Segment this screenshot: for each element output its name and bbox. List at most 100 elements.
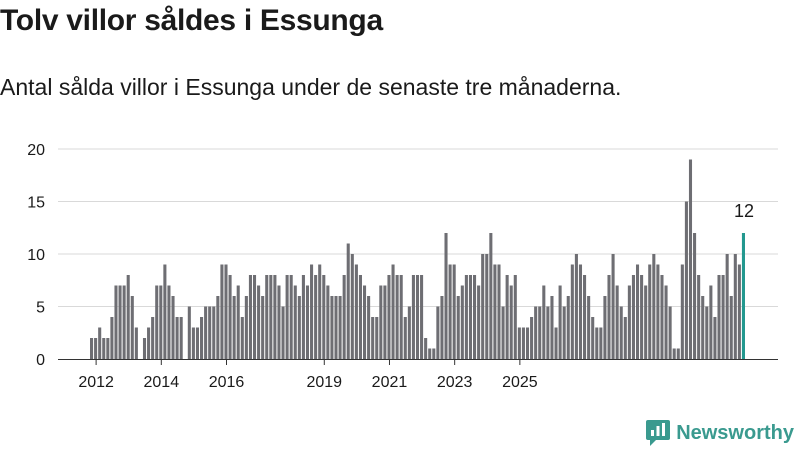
bar	[159, 285, 163, 359]
bar	[619, 306, 623, 359]
y-tick-label: 15	[27, 195, 45, 212]
bar	[599, 327, 603, 359]
bar	[420, 275, 424, 359]
bar	[688, 159, 693, 359]
y-tick-label: 10	[27, 247, 45, 264]
bar	[631, 275, 635, 359]
bar	[342, 275, 346, 359]
bar	[721, 275, 725, 359]
bar	[411, 275, 415, 359]
bar	[232, 296, 236, 359]
bar	[395, 275, 399, 359]
x-tick-label: 2021	[372, 374, 408, 391]
bar	[187, 306, 191, 359]
bar	[562, 306, 566, 359]
bar	[558, 285, 562, 359]
x-tick-label: 2019	[306, 374, 342, 391]
bar	[428, 348, 432, 359]
bar	[216, 296, 220, 359]
bar	[676, 348, 680, 359]
bar	[114, 285, 118, 359]
bar	[684, 201, 688, 359]
bar	[122, 285, 126, 359]
bar	[318, 264, 322, 359]
bar	[717, 275, 721, 359]
bar	[220, 264, 224, 359]
bar	[456, 296, 460, 359]
bar	[460, 285, 464, 359]
bar	[94, 338, 98, 359]
bar	[167, 285, 171, 359]
bar	[485, 254, 489, 359]
bar	[554, 327, 558, 359]
bar	[570, 264, 574, 359]
bar	[452, 264, 456, 359]
bar	[387, 275, 391, 359]
bar	[102, 338, 106, 359]
bar	[208, 306, 212, 359]
x-axis: 2012 2014 2016 2019 2021 2023 2025	[58, 359, 778, 391]
bar	[713, 317, 717, 359]
bar	[578, 264, 583, 359]
bar	[448, 264, 452, 359]
bar	[252, 275, 257, 359]
bar	[595, 327, 599, 359]
bar	[542, 285, 546, 359]
y-axis-ticks: 0 5 10 15 20	[27, 142, 45, 369]
x-tick-label: 2014	[144, 374, 180, 391]
bar	[509, 285, 513, 359]
x-tick-label: 2016	[209, 374, 245, 391]
bar	[566, 296, 570, 359]
bar	[204, 306, 208, 359]
bar	[591, 317, 595, 359]
bar	[489, 233, 493, 359]
bar	[432, 348, 436, 359]
bar	[464, 275, 468, 359]
bar	[191, 327, 195, 359]
bar	[175, 317, 179, 359]
chart-subtitle: Antal sålda villor i Essunga under de se…	[0, 74, 622, 100]
bar	[574, 254, 578, 359]
bar	[436, 306, 440, 359]
chart-title: Tolv villor såldes i Essunga	[0, 4, 383, 37]
bar	[403, 317, 407, 359]
bar	[493, 264, 497, 359]
bar-highlight	[741, 233, 745, 359]
bar	[310, 264, 314, 359]
bar	[521, 327, 525, 359]
bar	[90, 338, 94, 359]
bar	[607, 275, 611, 359]
bar	[195, 327, 200, 359]
newsworthy-logo-icon	[646, 420, 671, 446]
bar	[179, 317, 183, 359]
bar	[672, 348, 676, 359]
bar	[701, 296, 705, 359]
bar	[525, 327, 530, 359]
bar	[644, 285, 648, 359]
bar	[293, 285, 297, 359]
bar	[118, 285, 122, 359]
bar	[362, 285, 367, 359]
bar	[248, 275, 252, 359]
bar	[415, 275, 420, 359]
bar	[603, 296, 607, 359]
bar	[546, 306, 550, 359]
bar	[505, 275, 509, 359]
bar	[693, 233, 697, 359]
bar	[110, 317, 114, 359]
bar	[371, 317, 375, 359]
bar	[334, 296, 338, 359]
bar	[289, 275, 293, 359]
bar	[733, 254, 737, 359]
bar	[391, 264, 395, 359]
bar	[257, 285, 261, 359]
bar	[729, 296, 733, 359]
bar	[473, 275, 477, 359]
bar	[497, 264, 501, 359]
bar	[269, 275, 273, 359]
x-tick-label: 2025	[502, 374, 538, 391]
y-tick-label: 20	[27, 142, 45, 159]
bar	[530, 317, 534, 359]
bar	[550, 296, 554, 359]
